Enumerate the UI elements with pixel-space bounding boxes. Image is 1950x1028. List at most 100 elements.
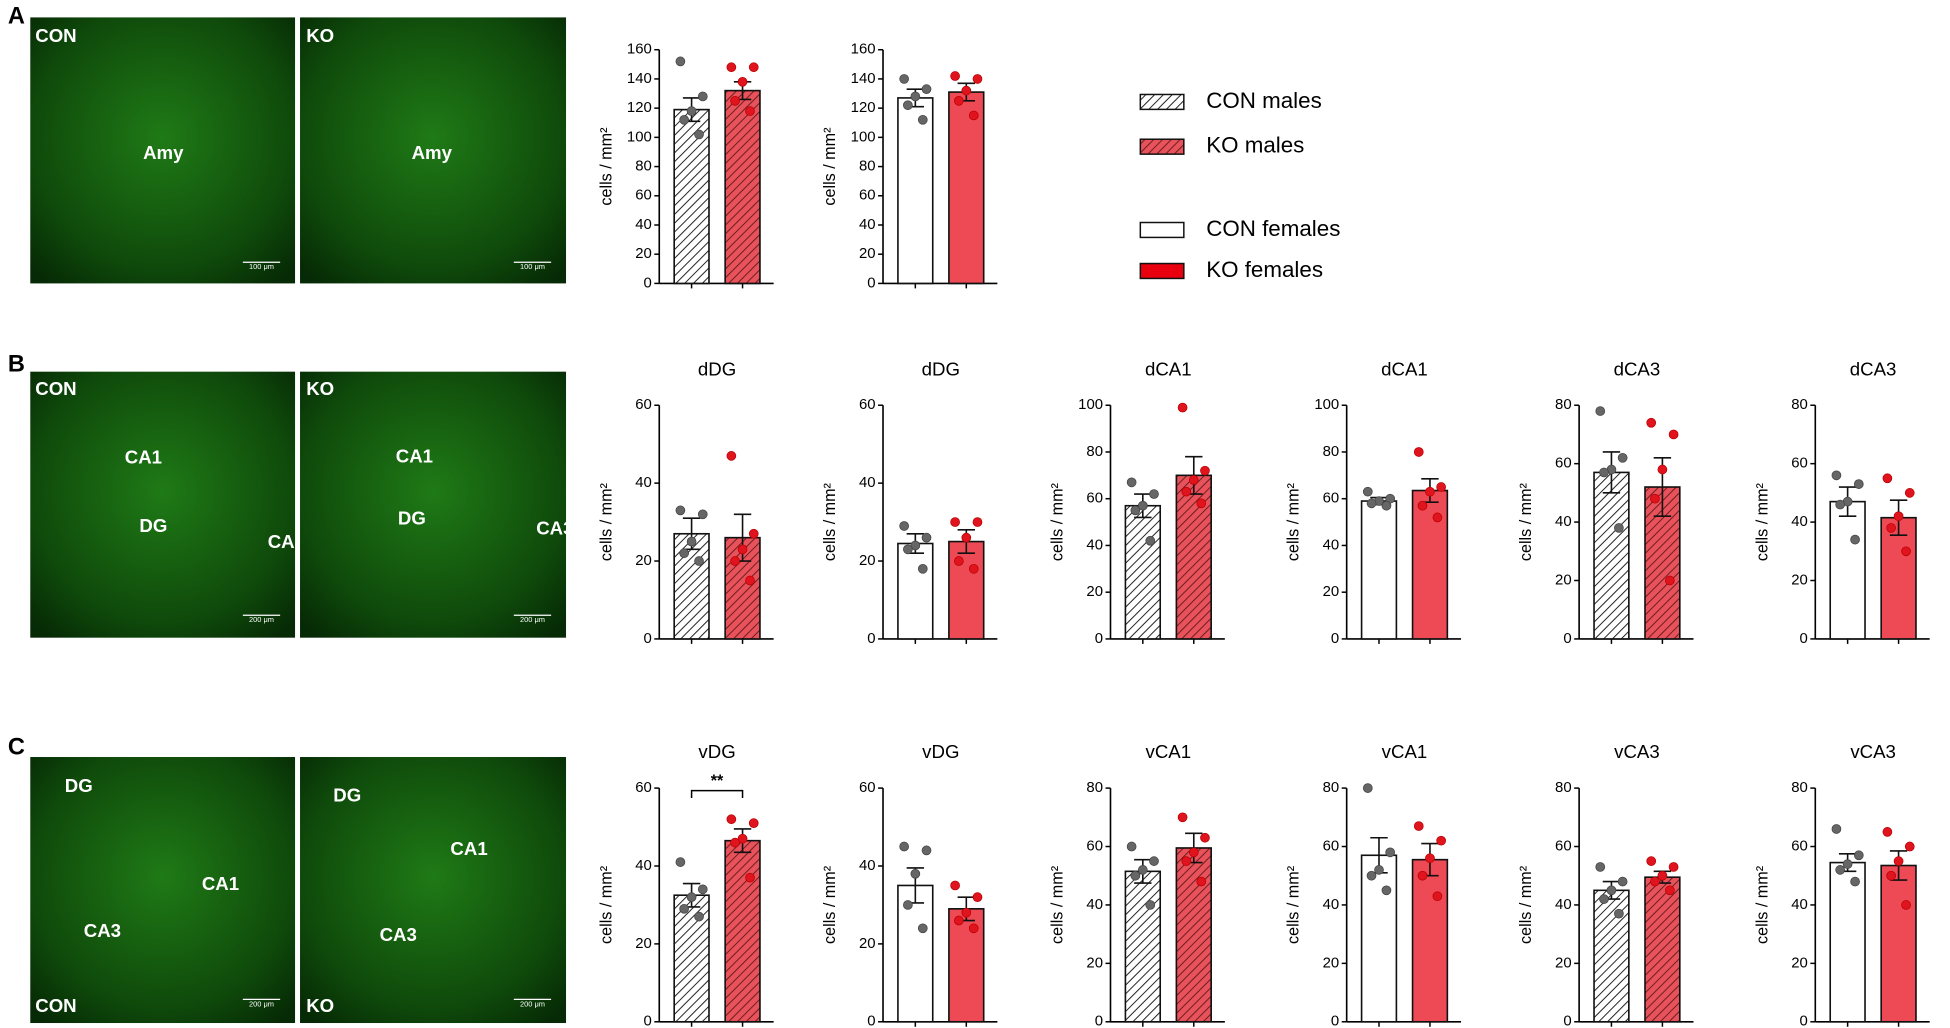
y-tick-label: 80	[1323, 444, 1340, 460]
data-point	[953, 915, 964, 926]
legend-label: KO females	[1206, 257, 1323, 282]
data-point	[1413, 821, 1424, 831]
image-label: Amy	[412, 142, 453, 163]
y-tick-label: 80	[1555, 780, 1572, 796]
y-tick-label: 20	[1555, 955, 1572, 971]
data-point	[1188, 475, 1199, 485]
legend-swatch	[1139, 138, 1185, 155]
image-label: DG	[139, 515, 167, 536]
micrograph	[30, 371, 296, 638]
data-point	[910, 540, 921, 551]
bar	[673, 894, 710, 1023]
data-point	[1842, 859, 1853, 869]
bar	[1360, 854, 1398, 1023]
image-label: CA1	[450, 838, 487, 859]
y-tick-label: 0	[1095, 1014, 1103, 1028]
data-point	[1432, 891, 1443, 902]
panel-label: B	[8, 352, 25, 378]
data-point	[737, 77, 748, 87]
legend-label: KO males	[1206, 133, 1304, 158]
data-point	[1595, 862, 1606, 872]
data-point	[1853, 479, 1864, 489]
data-point	[686, 892, 697, 902]
data-point	[730, 556, 740, 566]
data-point	[1657, 870, 1668, 881]
data-point	[697, 884, 708, 895]
y-tick-label: 0	[1331, 631, 1339, 647]
data-point	[1145, 535, 1156, 546]
scale-label: 200 μm	[249, 615, 274, 624]
y-tick-label: 60	[1086, 491, 1103, 507]
chart-title: dCA1	[1145, 358, 1192, 379]
data-point	[972, 74, 983, 84]
significance-label: **	[711, 772, 724, 790]
y-tick-label: 0	[1563, 631, 1571, 647]
y-tick-label: 20	[1086, 955, 1103, 971]
y-tick-label: 40	[1791, 514, 1808, 530]
chart-title: dCA1	[1381, 358, 1428, 379]
y-tick-label: 20	[1791, 572, 1808, 588]
image-label: CON	[35, 378, 76, 399]
image-label: Amy	[143, 142, 184, 163]
data-point	[1126, 841, 1137, 852]
bar	[1124, 504, 1162, 640]
data-point	[1835, 499, 1846, 510]
data-point	[1181, 856, 1192, 866]
y-tick-label: 40	[1555, 897, 1572, 913]
bar	[897, 884, 934, 1023]
data-point	[1599, 894, 1609, 904]
data-point	[917, 563, 928, 574]
chart-title: vDG	[698, 741, 735, 762]
chart-title: dCA3	[1614, 358, 1661, 379]
y-tick-label: 20	[635, 246, 652, 262]
data-point	[1882, 827, 1893, 837]
micrograph	[300, 17, 567, 284]
data-point	[1665, 885, 1675, 896]
data-point	[1436, 482, 1446, 492]
data-point	[1617, 452, 1628, 463]
y-tick-label: 0	[867, 631, 875, 647]
y-tick-label: 0	[867, 1014, 875, 1028]
bar	[1829, 500, 1866, 640]
y-tick-label: 60	[635, 780, 652, 796]
data-point	[961, 85, 972, 96]
image-label: KO	[306, 995, 334, 1016]
data-point	[1646, 417, 1657, 428]
data-point	[1835, 865, 1846, 875]
y-tick-label: 60	[859, 397, 876, 413]
data-point	[679, 548, 689, 559]
y-axis-label: cells / mm²	[597, 865, 615, 944]
data-point	[675, 56, 686, 67]
micrograph	[300, 371, 567, 638]
y-tick-label: 0	[1800, 631, 1808, 647]
data-point	[694, 556, 704, 566]
y-tick-label: 80	[1555, 397, 1572, 413]
image-label: CA1	[125, 447, 162, 468]
data-point	[1650, 876, 1660, 887]
data-point	[1137, 500, 1148, 511]
data-point	[748, 528, 759, 539]
bar	[673, 108, 710, 285]
data-point	[921, 845, 932, 856]
data-point	[1617, 876, 1628, 887]
y-axis-label: cells / mm²	[1285, 482, 1303, 561]
data-point	[972, 517, 983, 527]
data-point	[730, 837, 740, 848]
y-axis-label: cells / mm²	[597, 482, 615, 561]
panel-label: A	[8, 4, 25, 30]
y-tick-label: 0	[644, 631, 652, 647]
data-point	[921, 532, 932, 543]
data-point	[903, 544, 913, 555]
image-label: DG	[65, 775, 93, 796]
y-tick-label: 160	[851, 42, 876, 58]
data-point	[1188, 847, 1199, 858]
bar	[1880, 864, 1917, 1023]
data-point	[1904, 488, 1915, 498]
data-point	[1646, 856, 1657, 866]
y-tick-label: 100	[627, 129, 652, 145]
data-point	[1599, 467, 1609, 478]
y-tick-label: 60	[1791, 838, 1808, 854]
chart-title: vCA3	[1614, 741, 1660, 762]
bar	[948, 91, 985, 285]
y-tick-label: 20	[1086, 584, 1103, 600]
